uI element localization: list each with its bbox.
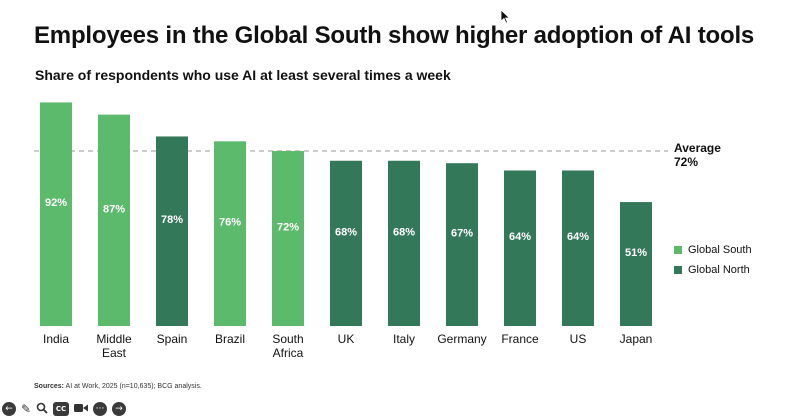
bar-value-label: 87% bbox=[103, 203, 125, 215]
bar-value-label: 72% bbox=[277, 222, 299, 234]
chart-title: Employees in the Global South show highe… bbox=[34, 22, 755, 49]
bar-10 bbox=[620, 202, 652, 326]
x-tick-label-line: Spain bbox=[157, 332, 188, 346]
forward-icon[interactable]: → bbox=[112, 402, 127, 416]
x-tick-label-line: Japan bbox=[620, 332, 653, 346]
x-tick-label: Middle East bbox=[96, 332, 132, 360]
x-tick-label: Italy bbox=[393, 332, 415, 346]
average-label: Average bbox=[674, 141, 721, 155]
x-tick-label-line: East bbox=[102, 346, 127, 360]
legend-swatch-global-north bbox=[674, 266, 682, 274]
bar-5 bbox=[330, 160, 362, 326]
x-tick-label-line: Germany bbox=[437, 332, 486, 346]
source-note: Sources: AI at Work, 2025 (n=10,635); BC… bbox=[34, 383, 202, 390]
bar-8 bbox=[504, 170, 536, 326]
bar-3 bbox=[214, 141, 246, 326]
bar-2 bbox=[156, 136, 188, 326]
pen-icon[interactable]: ✎ bbox=[21, 402, 32, 416]
bar-1 bbox=[98, 114, 130, 326]
legend: Global South Global North bbox=[674, 243, 752, 283]
x-tick-label: France bbox=[501, 332, 539, 346]
bar-value-label: 78% bbox=[161, 214, 183, 226]
bar-4 bbox=[272, 151, 304, 326]
bar-value-label: 76% bbox=[219, 217, 241, 229]
x-tick-label-line: UK bbox=[338, 332, 355, 346]
x-tick-label-line: Middle bbox=[96, 332, 132, 346]
x-tick-label: UK bbox=[338, 332, 355, 346]
captions-button[interactable]: CC bbox=[53, 402, 70, 416]
x-tick-label-line: Italy bbox=[393, 332, 415, 346]
chart-subtitle: Share of respondents who use AI at least… bbox=[35, 67, 451, 83]
x-tick-label: Brazil bbox=[215, 332, 245, 346]
source-text: AI at Work, 2025 (n=10,635); BCG analysi… bbox=[65, 383, 202, 390]
x-tick-label-line: India bbox=[43, 332, 69, 346]
average-annotation: Average 72% bbox=[674, 141, 721, 169]
x-tick-label-line: US bbox=[570, 332, 587, 346]
bar-value-label: 64% bbox=[509, 231, 531, 243]
x-tick-label: India bbox=[43, 332, 69, 346]
x-tick-label: Spain bbox=[157, 332, 188, 346]
x-tick-label-line: France bbox=[501, 332, 539, 346]
presentation-toolbar: ← ✎ CC ··· → bbox=[2, 401, 127, 417]
x-tick-label: South Africa bbox=[272, 332, 303, 360]
bar-7 bbox=[446, 163, 478, 326]
zoom-icon[interactable] bbox=[36, 402, 48, 417]
camera-icon[interactable] bbox=[74, 402, 89, 416]
bar-value-label: 64% bbox=[567, 231, 589, 243]
x-tick-label: Japan bbox=[620, 332, 653, 346]
bar-9 bbox=[562, 170, 594, 326]
bar-0 bbox=[40, 102, 72, 326]
x-tick-label-line: Brazil bbox=[215, 332, 245, 346]
bar-value-label: 67% bbox=[451, 228, 473, 240]
back-icon[interactable]: ← bbox=[2, 402, 16, 416]
source-prefix: Sources: bbox=[34, 383, 64, 390]
mouse-cursor-icon bbox=[501, 10, 511, 24]
more-icon[interactable]: ··· bbox=[93, 402, 108, 416]
x-tick-label: Germany bbox=[437, 332, 486, 346]
bar-6 bbox=[388, 160, 420, 326]
average-value: 72% bbox=[674, 155, 699, 169]
legend-label-global-north: Global North bbox=[688, 264, 750, 276]
bar-value-label: 92% bbox=[45, 197, 67, 209]
x-tick-label: US bbox=[570, 332, 587, 346]
legend-swatch-global-south bbox=[674, 246, 682, 254]
legend-label-global-south: Global South bbox=[688, 244, 752, 256]
legend-item-global-south: Global South bbox=[674, 243, 752, 257]
x-tick-label-line: South bbox=[272, 332, 303, 346]
x-tick-label-line: Africa bbox=[273, 346, 304, 360]
legend-item-global-north: Global North bbox=[674, 263, 752, 277]
bar-value-label: 68% bbox=[335, 226, 357, 238]
bar-value-label: 51% bbox=[625, 247, 647, 259]
bar-value-label: 68% bbox=[393, 226, 415, 238]
